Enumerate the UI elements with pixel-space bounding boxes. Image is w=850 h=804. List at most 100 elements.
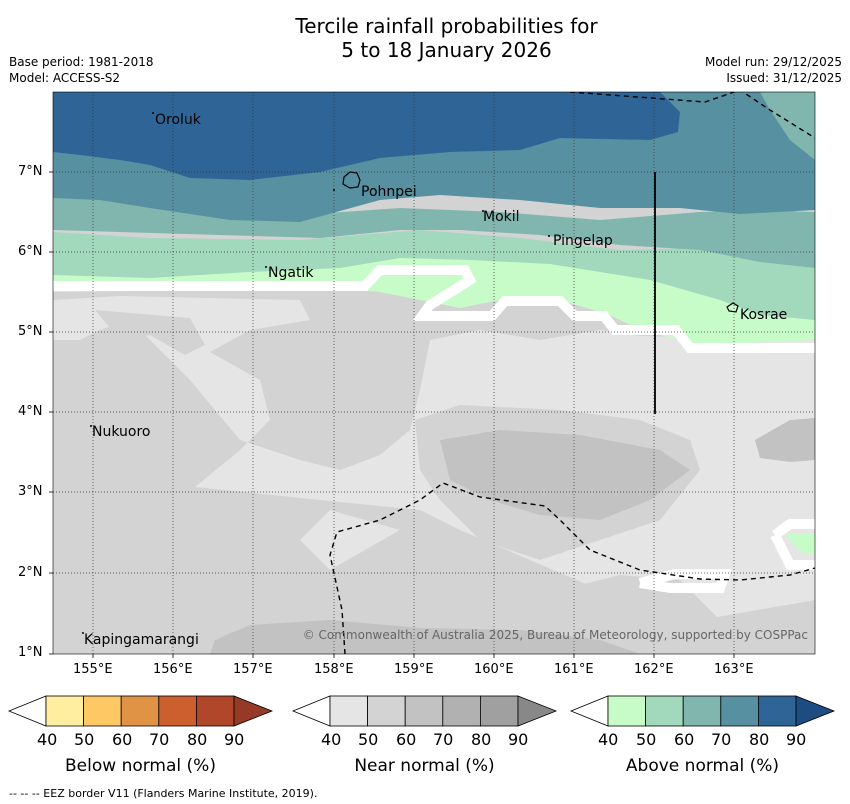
colorbar-above-normal: [569, 695, 836, 727]
near-normal-swatch-5: [479, 695, 519, 727]
below-tick-90: 90: [224, 730, 245, 749]
near-tick-50: 50: [358, 730, 379, 749]
below-tick-70: 70: [149, 730, 170, 749]
eez-border-footnote: -- -- -- EEZ border V11 (Flanders Marine…: [9, 787, 318, 800]
map-title-line2: 5 to 18 January 2026: [341, 38, 552, 62]
above-tick-40: 40: [598, 730, 619, 749]
near-normal-60-region: [755, 418, 815, 462]
lon-tick-163e: 163°E: [714, 662, 754, 677]
above-normal-swatch-1: [607, 695, 646, 727]
lat-tick-5n: 5°N: [18, 324, 43, 339]
near-tick-40: 40: [321, 730, 342, 749]
lat-tick-6n: 6°N: [18, 244, 43, 259]
eez-border: [329, 482, 815, 654]
lat-tick-3n: 3°N: [18, 484, 43, 499]
near-normal-swatch-4: [442, 695, 481, 727]
above-normal-swatch-4: [720, 695, 759, 727]
above-normal-60-region: [760, 92, 815, 160]
base-period-text: Base period: 1981-2018: [9, 55, 154, 69]
below-tick-60: 60: [112, 730, 133, 749]
above-tick-90: 90: [786, 730, 807, 749]
place-label-pohnpei: Pohnpei: [361, 184, 417, 200]
below-normal-swatch-0: [7, 695, 47, 727]
lat-tick-1n: 1°N: [18, 645, 43, 660]
lon-tick-157e: 157°E: [233, 662, 273, 677]
probability-map: [49, 91, 816, 658]
oroluk-marker: [152, 112, 154, 114]
lon-tick-162e: 162°E: [634, 662, 674, 677]
near-normal-40-region: [300, 510, 400, 570]
near-normal-60-region: [210, 620, 640, 654]
ngatik-marker: [265, 266, 267, 268]
colorbar-below-normal: [7, 695, 274, 727]
category-boundary-line: [638, 569, 733, 593]
near-tick-70: 70: [433, 730, 454, 749]
below-normal-swatch-4: [158, 695, 197, 727]
kapingamarangi-marker: [82, 632, 84, 634]
near-normal-swatch-2: [367, 695, 406, 727]
above-normal-swatch-2: [645, 695, 684, 727]
near-normal-swatch-0: [291, 695, 331, 727]
above-normal-label: Above normal (%): [625, 756, 780, 776]
place-label-pingelap: Pingelap: [553, 233, 613, 249]
lat-tick-4n: 4°N: [18, 404, 43, 419]
near-tick-90: 90: [508, 730, 529, 749]
near-tick-60: 60: [396, 730, 417, 749]
lon-tick-159e: 159°E: [394, 662, 434, 677]
above-normal-swatch-6: [795, 695, 836, 727]
near-normal-swatch-3: [404, 695, 444, 727]
pohnpei-islet-marker: [333, 189, 335, 191]
mokil-marker: [482, 210, 484, 212]
place-label-nukuoro: Nukuoro: [92, 424, 151, 440]
category-boundary-line: [53, 265, 815, 353]
above-normal-50-region: [53, 230, 815, 320]
issued-text: Issued: 31/12/2025: [726, 71, 842, 85]
place-label-mokil: Mokil: [483, 209, 520, 225]
below-tick-80: 80: [187, 730, 208, 749]
place-label-kapingamarangi: Kapingamarangi: [84, 632, 199, 648]
copyright-text: © Commonwealth of Australia 2025, Bureau…: [302, 628, 808, 642]
above-normal-40-region: [785, 534, 815, 555]
below-tick-50: 50: [74, 730, 95, 749]
map-gridlines: [53, 92, 815, 654]
below-normal-swatch-6: [233, 695, 274, 727]
colorbars-graphic: [7, 695, 836, 727]
eez-border: [569, 92, 815, 139]
below-normal-swatch-5: [195, 695, 235, 727]
pohnpei-island-outline: [342, 171, 361, 189]
above-normal-swatch-5: [758, 695, 797, 727]
place-label-ngatik: Ngatik: [268, 265, 314, 281]
near-normal-swatch-6: [517, 695, 558, 727]
lon-tick-161e: 161°E: [554, 662, 594, 677]
near-normal-label: Near normal (%): [354, 756, 495, 776]
below-tick-40: 40: [37, 730, 58, 749]
below-normal-swatch-3: [120, 695, 160, 727]
near-normal-60-region: [440, 430, 690, 520]
above-tick-60: 60: [674, 730, 695, 749]
near-normal-50-region: [95, 310, 205, 355]
above-tick-70: 70: [711, 730, 732, 749]
category-boundary-line: [770, 519, 815, 570]
place-label-oroluk: Oroluk: [155, 112, 201, 128]
place-label-kosrae: Kosrae: [740, 307, 788, 323]
lon-tick-160e: 160°E: [474, 662, 514, 677]
map-title-line1: Tercile rainfall probabilities for: [295, 14, 598, 38]
above-tick-80: 80: [749, 730, 770, 749]
pingelap-marker: [548, 235, 550, 237]
model-run-text: Model run: 29/12/2025: [704, 55, 842, 69]
below-normal-swatch-1: [45, 695, 84, 727]
lon-tick-156e: 156°E: [153, 662, 193, 677]
map-frame: [52, 91, 816, 655]
near-normal-swatch-1: [329, 695, 368, 727]
lon-tick-158e: 158°E: [314, 662, 354, 677]
lat-tick-7n: 7°N: [18, 164, 43, 179]
above-tick-50: 50: [636, 730, 657, 749]
near-tick-80: 80: [471, 730, 492, 749]
above-normal-swatch-3: [682, 695, 722, 727]
below-normal-label: Below normal (%): [65, 756, 216, 776]
above-normal-swatch-0: [569, 695, 609, 727]
lat-tick-2n: 2°N: [18, 565, 43, 580]
near-normal-50-region: [53, 560, 240, 654]
nukuoro-marker: [90, 425, 92, 427]
above-normal-80-region: [53, 92, 680, 180]
